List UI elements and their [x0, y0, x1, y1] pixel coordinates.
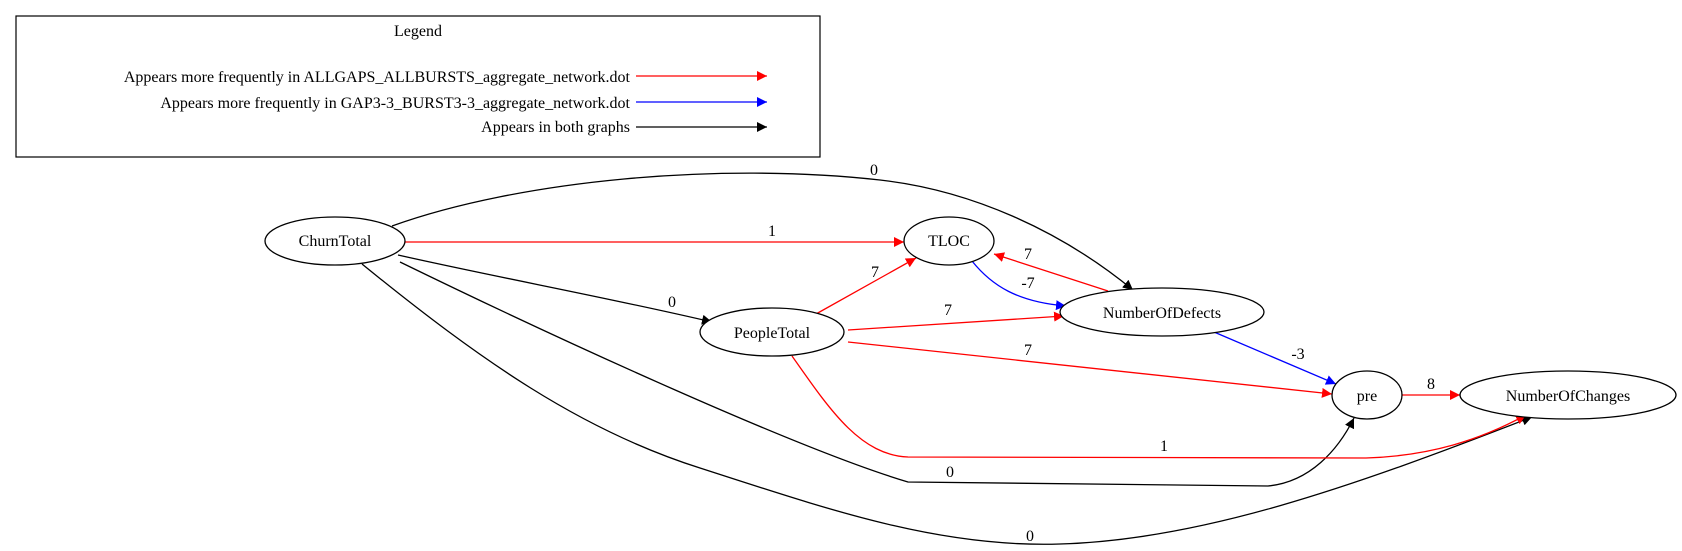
edge-label-peopletotal-tloc: 7	[871, 264, 879, 281]
nodes: ChurnTotal TLOC PeopleTotal NumberOfDefe…	[264, 216, 1677, 420]
edge-peopletotal-numberofchanges	[791, 355, 1527, 459]
edge-churntotal-pre	[399, 261, 1355, 487]
edge-numberofdefects-pre	[1213, 331, 1337, 385]
edge-label-churntotal-tloc: 1	[768, 223, 776, 240]
node-label-numberofchanges: NumberOfChanges	[1506, 388, 1630, 405]
edge-peopletotal-tloc	[815, 257, 917, 315]
edge-tloc-numberofdefects	[971, 260, 1067, 311]
edge-churntotal-numberofchanges	[361, 263, 1533, 545]
node-churntotal: ChurnTotal	[264, 216, 406, 266]
edge-label-churntotal-numberofdefects: 0	[870, 162, 878, 179]
node-tloc: TLOC	[903, 216, 995, 266]
edge-label-numberofdefects-pre: -3	[1291, 346, 1304, 363]
edge-label-pre-numberofchanges: 8	[1427, 376, 1435, 393]
edges: 0 1 0 0 0 7 7 7 1 7 -7 -3	[361, 162, 1533, 545]
legend-item-label-blue: Appears more frequently in GAP3-3_BURST3…	[160, 95, 630, 112]
edge-label-peopletotal-numberofdefects: 7	[944, 302, 952, 319]
edge-label-numberofdefects-tloc: 7	[1024, 246, 1032, 263]
node-numberofdefects: NumberOfDefects	[1059, 287, 1265, 337]
node-pre: pre	[1331, 370, 1403, 420]
legend-item-label-black: Appears in both graphs	[481, 119, 630, 136]
edge-label-churntotal-peopletotal: 0	[668, 294, 676, 311]
legend-item-label-red: Appears more frequently in ALLGAPS_ALLBU…	[124, 69, 631, 86]
edge-label-tloc-numberofdefects: -7	[1021, 275, 1034, 292]
legend: Legend Appears more frequently in ALLGAP…	[15, 15, 821, 158]
node-label-pre: pre	[1357, 388, 1377, 405]
edge-label-peopletotal-numberofchanges: 1	[1160, 438, 1168, 455]
edge-label-churntotal-pre: 0	[946, 464, 954, 481]
edge-peopletotal-numberofdefects	[847, 311, 1065, 331]
node-numberofchanges: NumberOfChanges	[1459, 370, 1677, 420]
edge-numberofdefects-tloc	[993, 252, 1109, 292]
node-label-numberofdefects: NumberOfDefects	[1103, 305, 1221, 322]
edge-churntotal-numberofdefects	[391, 172, 1134, 291]
edge-churntotal-peopletotal	[397, 254, 713, 325]
edge-label-churntotal-numberofchanges: 0	[1026, 528, 1034, 545]
edge-label-peopletotal-pre: 7	[1024, 342, 1032, 359]
legend-title: Legend	[394, 23, 442, 40]
node-label-churntotal: ChurnTotal	[299, 233, 372, 250]
node-peopletotal: PeopleTotal	[699, 307, 845, 357]
edge-peopletotal-pre	[847, 341, 1333, 398]
node-label-peopletotal: PeopleTotal	[734, 325, 811, 342]
legend-box	[15, 15, 821, 158]
node-label-tloc: TLOC	[928, 233, 970, 250]
